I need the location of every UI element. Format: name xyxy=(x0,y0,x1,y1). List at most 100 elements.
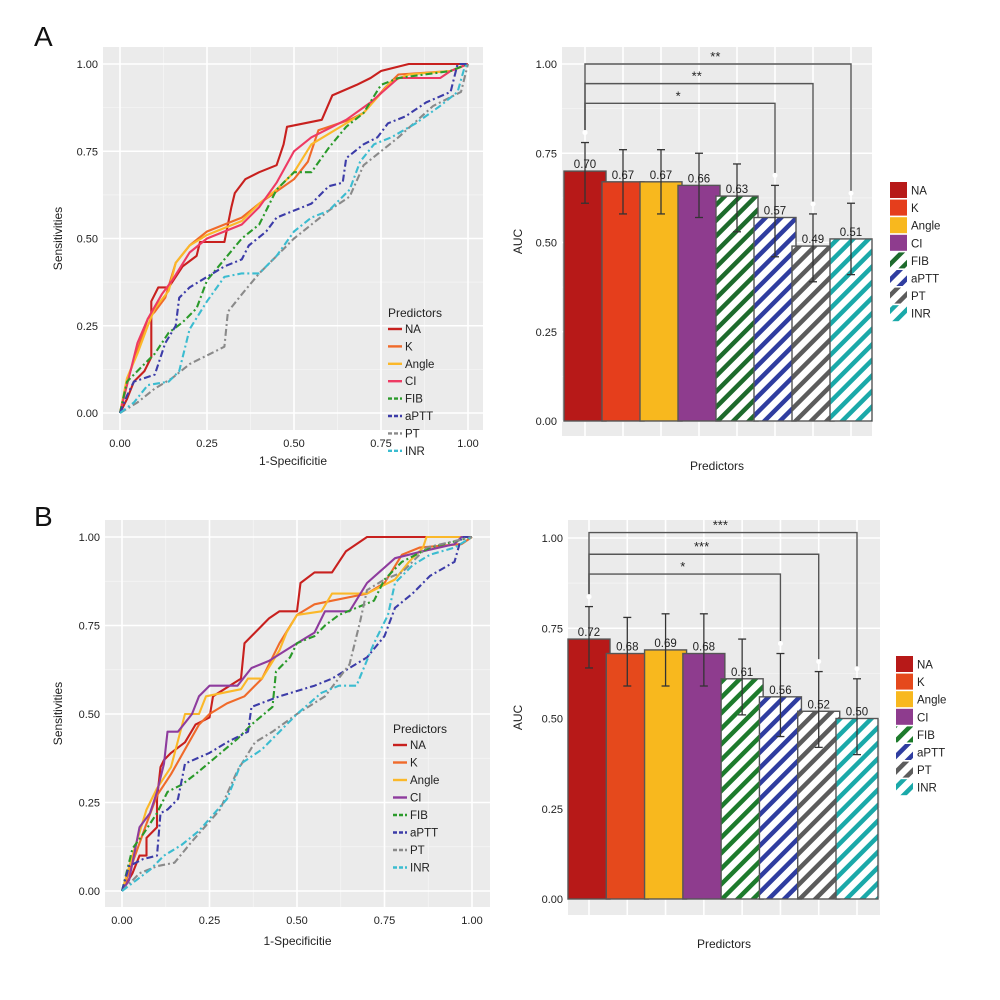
legend-key-angle xyxy=(896,691,913,708)
legend-label-aptt: aPTT xyxy=(410,828,438,840)
legend-key-k xyxy=(890,199,907,216)
roc-curve-na xyxy=(121,535,472,892)
bar-value-label-fib: 0.63 xyxy=(726,184,748,196)
legend-key-pt xyxy=(896,761,913,778)
y-tick-label: 0.75 xyxy=(536,148,557,160)
legend-key-na xyxy=(890,182,907,198)
roc-curve-aptt xyxy=(120,535,472,892)
legend-label-k: K xyxy=(410,758,418,770)
error-bar-na xyxy=(585,605,593,669)
legend-label-angle: Angle xyxy=(410,775,439,787)
error-bar-k xyxy=(623,616,632,687)
error-bar-aptt xyxy=(776,652,785,738)
y-tick-label: 0.00 xyxy=(79,886,100,898)
y-axis-title: AUC xyxy=(511,705,525,731)
y-tick-label: 0.00 xyxy=(542,894,563,906)
legend-key-inr xyxy=(890,305,907,322)
y-tick-label: 0.50 xyxy=(79,709,100,721)
legend-key-fib xyxy=(890,252,907,269)
bar-value-label-angle: 0.67 xyxy=(650,170,672,182)
roc-curve-ci xyxy=(121,535,472,892)
y-tick-label: 1.00 xyxy=(536,59,557,71)
y-tick-label: 0.75 xyxy=(542,623,563,635)
error-bar-angle xyxy=(661,613,670,687)
legend-label-na: NA xyxy=(410,740,426,752)
legend-key-aptt xyxy=(896,744,913,760)
x-tick-label: 1.00 xyxy=(457,438,478,450)
legend-label-na: NA xyxy=(917,660,933,672)
bar-na xyxy=(563,170,607,422)
legend-label-ci: CI xyxy=(405,376,417,388)
legend-key-angle xyxy=(890,217,907,234)
legend-label-pt: PT xyxy=(911,291,926,303)
significance-label: ** xyxy=(710,49,720,64)
roc-curve-fib xyxy=(120,535,473,892)
legend-label-inr: INR xyxy=(405,446,425,458)
error-bar-fib xyxy=(738,638,747,716)
legend-label-pt: PT xyxy=(917,765,932,777)
roc-curve-inr xyxy=(121,536,473,892)
legend-label-aptt: aPTT xyxy=(917,748,945,760)
legend-label-angle: Angle xyxy=(911,221,940,233)
bar-ci xyxy=(677,184,721,422)
legend-label-angle: Angle xyxy=(917,695,946,707)
bar-value-label-inr: 0.51 xyxy=(840,227,862,239)
y-tick-label: 0.75 xyxy=(77,146,98,158)
x-tick-label: 0.00 xyxy=(109,438,130,450)
x-tick-label: 0.50 xyxy=(286,915,307,927)
x-axis-title: 1-Specificitie xyxy=(259,454,327,468)
legend: NA K Angle CI FIB aPTT PT INR xyxy=(896,656,946,796)
y-tick-label: 0.00 xyxy=(77,408,98,420)
legend-label-inr: INR xyxy=(911,309,931,321)
roc-curve-pt xyxy=(119,63,470,414)
bar-value-label-inr: 0.50 xyxy=(846,707,868,719)
error-bar-inr xyxy=(853,678,861,756)
legend-label-na: NA xyxy=(405,324,421,336)
legend-label-pt: PT xyxy=(405,428,420,440)
legend-key-na xyxy=(896,656,913,672)
x-tick-label: 0.75 xyxy=(374,915,395,927)
roc-chart-a: 0.00 0.25 0.50 0.75 1.00 0.00 0.25 0.50 0.75 1.00… xyxy=(51,47,483,468)
legend-label-na: NA xyxy=(911,186,927,198)
legend-label-fib: FIB xyxy=(911,256,929,268)
bar-value-label-na: 0.72 xyxy=(578,627,600,639)
bar-na xyxy=(567,638,611,900)
legend-key-inr xyxy=(896,779,913,796)
roc-curve-na xyxy=(119,62,468,414)
y-tick-label: 1.00 xyxy=(542,533,563,545)
bar-value-label-aptt: 0.57 xyxy=(764,206,786,218)
significance-label: *** xyxy=(694,539,709,554)
auc-bar-chart-a: 0.00 0.25 0.50 0.75 1.00 Predictors AUC 0.70 0.6… xyxy=(511,47,940,473)
x-tick-label: 0.25 xyxy=(196,438,217,450)
legend-label-angle: Angle xyxy=(405,359,434,371)
legend-key-aptt xyxy=(890,270,907,286)
legend-label-k: K xyxy=(405,341,413,353)
y-tick-label: 0.50 xyxy=(77,234,98,246)
legend-label-fib: FIB xyxy=(410,810,428,822)
bar-value-label-pt: 0.49 xyxy=(802,234,824,246)
x-tick-label: 0.75 xyxy=(370,438,391,450)
error-bar-k xyxy=(619,149,627,215)
legend-label-pt: PT xyxy=(410,845,425,857)
legend-label-k: K xyxy=(917,677,925,689)
x-axis-title: Predictors xyxy=(690,459,744,473)
legend-label-ci: CI xyxy=(911,238,923,250)
significance-bracket-inr: ** xyxy=(582,49,854,196)
x-tick-label: 0.25 xyxy=(199,915,220,927)
bar-value-label-k: 0.68 xyxy=(616,642,638,654)
y-tick-label: 0.00 xyxy=(536,416,557,428)
legend-key-ci xyxy=(890,234,907,251)
y-tick-label: 0.50 xyxy=(542,714,563,726)
roc-curve-inr xyxy=(119,63,469,414)
legend: NA K Angle CI FIB aPTT PT INR xyxy=(890,182,940,322)
legend-label-aptt: aPTT xyxy=(405,411,433,423)
y-tick-label: 0.25 xyxy=(79,798,100,810)
error-bar-pt xyxy=(814,670,823,749)
y-tick-label: 1.00 xyxy=(79,532,100,544)
roc-curve-aptt xyxy=(119,62,468,414)
bar-value-label-ci: 0.66 xyxy=(688,173,710,185)
panel-label-a: A xyxy=(34,21,53,52)
x-tick-label: 1.00 xyxy=(461,915,482,927)
legend-key-pt xyxy=(890,287,907,304)
legend-key-fib xyxy=(896,726,913,743)
